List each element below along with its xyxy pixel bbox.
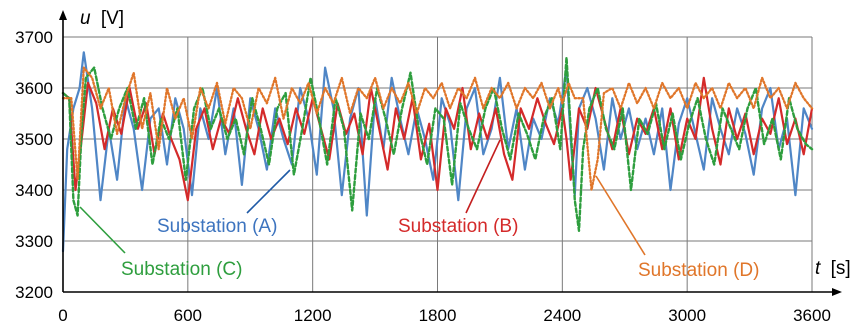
- x-tick-label: 3600: [793, 306, 831, 325]
- y-tick-label: 3200: [15, 283, 53, 302]
- series-line-d: [61, 66, 814, 192]
- annotation-a: Substation (A): [157, 216, 277, 237]
- series-annotations: Substation (A) Substation (B) Substation…: [79, 139, 759, 281]
- axis-titles: u [V] t [s]: [80, 8, 851, 279]
- x-axis-variable: t: [815, 258, 821, 279]
- x-axis-unit: [s]: [831, 258, 851, 279]
- annotation-leader-c: [79, 206, 126, 254]
- x-axis-arrow: [832, 288, 842, 296]
- y-axis-unit: [V]: [101, 8, 124, 29]
- y-tick-label: 3300: [15, 232, 53, 251]
- x-tick-label: 0: [58, 306, 67, 325]
- axes: [59, 10, 842, 296]
- y-tick-label: 3400: [15, 181, 53, 200]
- y-tick-label: 3500: [15, 130, 53, 149]
- annotation-c: Substation (C): [121, 259, 242, 280]
- y-axis-arrow: [59, 10, 67, 20]
- annotation-leader-b: [465, 139, 501, 214]
- series-line-b: [61, 76, 814, 202]
- x-axis-title: t [s]: [815, 258, 851, 279]
- y-tick-label: 3700: [15, 28, 53, 47]
- x-tick-label: 2400: [543, 306, 581, 325]
- series-line-c: [61, 56, 814, 232]
- tick-labels: 3200 3300 3400 3500 3600 3700 0 600 1200 1800 2400…: [15, 28, 831, 325]
- series-line-a: [61, 51, 814, 253]
- grid-lines: [63, 36, 813, 292]
- x-tick-label: 600: [174, 306, 202, 325]
- series-lines: [61, 51, 814, 253]
- y-axis-variable: u: [80, 8, 91, 29]
- annotation-leader-d: [595, 175, 646, 256]
- x-tick-label: 1800: [419, 306, 457, 325]
- annotation-b: Substation (B): [398, 216, 518, 237]
- annotation-d: Substation (D): [638, 260, 759, 281]
- x-tick-label: 1200: [294, 306, 332, 325]
- x-tick-label: 3000: [668, 306, 706, 325]
- annotation-leader-a: [246, 169, 291, 214]
- y-axis-title: u [V]: [80, 8, 124, 29]
- y-tick-label: 3600: [15, 79, 53, 98]
